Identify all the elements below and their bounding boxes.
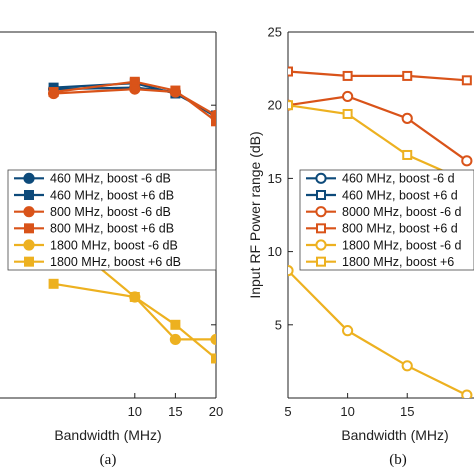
legend-label: 8000 MHz, boost -6 d — [342, 205, 462, 219]
legend-label: 1800 MHz, boost +6 dB — [50, 255, 181, 269]
data-point — [170, 319, 181, 330]
legend-marker — [24, 223, 34, 234]
series-line-a-5 — [53, 282, 216, 360]
data-point — [288, 265, 294, 277]
series-line-b-5 — [288, 104, 468, 183]
legend-label: 460 MHz, boost -6 dB — [50, 172, 171, 186]
data-point — [48, 87, 59, 98]
legend-marker — [24, 190, 34, 200]
legend-label: 1800 MHz, boost -6 d — [342, 238, 462, 252]
data-point — [288, 100, 293, 111]
legend-label: 800 MHz, boost +6 dB — [50, 222, 174, 236]
series-line-a-2 — [53, 87, 216, 117]
panel-a-xtick-label: 20 — [209, 404, 223, 419]
panel-b-xtick-label: 15 — [400, 404, 414, 419]
panel-a-legend: 460 MHz, boost -6 dB 460 MHz, boost +6 dB… — [7, 169, 217, 271]
data-point — [129, 291, 140, 302]
legend-label: 460 MHz, boost +6 dB — [50, 188, 174, 202]
data-point — [342, 108, 353, 119]
panel-a-series — [47, 76, 216, 364]
data-point — [342, 325, 354, 337]
data-point — [211, 116, 216, 127]
panel-b-caption: (b) — [389, 452, 407, 468]
panel-b-ytick-label: 20 — [268, 98, 282, 113]
panel-b-ytick-label: 15 — [268, 171, 282, 186]
legend-box — [7, 169, 217, 271]
data-point — [48, 278, 59, 289]
data-point — [402, 70, 413, 81]
data-point — [401, 112, 413, 124]
panel-b-ytick-label: 10 — [268, 244, 282, 259]
legend-marker — [23, 172, 35, 184]
panel-b-ytick-label: 5 — [275, 317, 282, 332]
legend-marker — [316, 256, 326, 267]
series-line-b-2 — [288, 95, 468, 162]
legend-marker — [315, 172, 327, 184]
series-line-b-3 — [288, 70, 467, 82]
series-line-a-3 — [53, 80, 216, 123]
panel-b-xtick-label: 5 — [284, 404, 291, 419]
data-point — [342, 90, 354, 103]
data-point — [288, 66, 293, 77]
data-point — [169, 333, 181, 346]
legend-marker — [316, 223, 326, 234]
panel-a-xtick-label: 15 — [168, 404, 182, 419]
panel-b-ytick-label: 25 — [268, 25, 282, 40]
legend-marker — [24, 256, 34, 267]
legend-marker — [315, 239, 327, 251]
legend-label: 460 MHz, boost +6 d — [342, 188, 458, 202]
legend-label: 1800 MHz, boost -6 dB — [50, 238, 178, 252]
panel-b-xtick-label: 10 — [340, 404, 354, 419]
panel-b-xlabel: Bandwidth (MHz) — [341, 427, 448, 443]
data-point — [170, 85, 181, 96]
panel-a-xlabel: Bandwidth (MHz) — [54, 427, 161, 443]
data-point — [461, 75, 472, 86]
data-point — [129, 76, 140, 87]
panel-b-ylabel: Input RF Power range (dB) — [247, 131, 263, 298]
panel-b-legend: 460 MHz, boost -6 d 460 MHz, boost +6 d 80… — [299, 169, 474, 271]
panel-a-xtick-label: 10 — [128, 404, 142, 419]
data-point — [401, 360, 413, 372]
legend-marker — [315, 206, 327, 218]
legend-marker — [23, 239, 35, 251]
legend-marker — [23, 206, 35, 218]
legend-label: 800 MHz, boost +6 d — [342, 222, 458, 236]
legend-box — [299, 169, 474, 271]
legend-label: 800 MHz, boost -6 dB — [50, 205, 171, 219]
panel-a-caption: (a) — [100, 452, 117, 468]
legend-marker — [316, 190, 326, 200]
legend-label: 460 MHz, boost -6 d — [342, 172, 455, 186]
data-point — [210, 333, 216, 346]
series-line-b-4 — [288, 269, 468, 397]
legend-label: 1800 MHz, boost +6 — [342, 255, 454, 269]
data-point — [211, 353, 216, 364]
data-point — [461, 389, 473, 398]
data-point — [402, 149, 413, 160]
data-point — [342, 70, 353, 81]
data-point — [461, 155, 473, 167]
